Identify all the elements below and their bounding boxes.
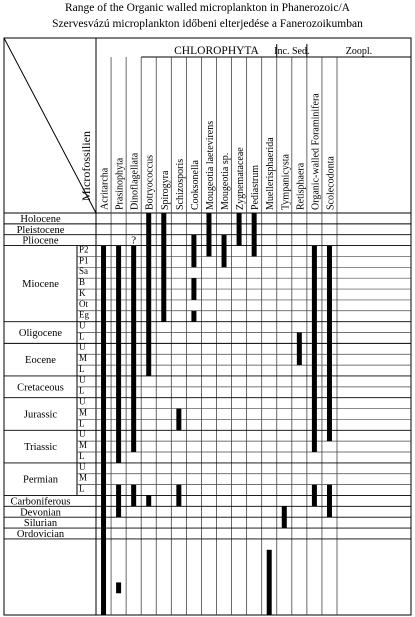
period-label: Triassic (24, 442, 57, 453)
range-bar (311, 245, 317, 453)
range-bar (221, 234, 227, 268)
range-bar (146, 495, 152, 507)
taxon-label: Muellerisphaerida (265, 137, 276, 210)
period-label: Jurassic (24, 410, 58, 421)
period-label: Miocene (22, 279, 59, 290)
subdivision-label: P2 (79, 244, 89, 254)
period-label: Holocene (20, 214, 61, 225)
subdivision-label: L (79, 418, 85, 428)
subdivision-label: L (79, 331, 85, 341)
subdivision-label: U (79, 342, 86, 352)
range-bar (176, 484, 182, 507)
subdivision-label: L (79, 364, 85, 374)
taxon-label: Zygnemataceae (235, 147, 246, 210)
taxon-label: Mougeotia laetevirens (205, 121, 216, 210)
period-label: Permian (23, 475, 59, 486)
range-bar (311, 484, 317, 507)
range-bar (281, 506, 287, 529)
taxon-label: Prasinophyta (115, 157, 126, 210)
period-label: Oligocene (19, 328, 62, 339)
range-bar (116, 484, 122, 518)
range-bar (191, 278, 197, 300)
taxon-label: Schizosporis (175, 159, 186, 210)
subdivision-label: K (79, 288, 86, 298)
taxon-label: Mougeotia sp. (220, 153, 231, 210)
period-label: Ordovician (17, 529, 65, 540)
range-bar (146, 213, 152, 376)
chart-title: Range of the Organic walled microplankto… (65, 2, 350, 14)
taxon-label: Organic-walled Foraminifera (310, 93, 321, 210)
period-label: Carboniferous (10, 496, 70, 507)
range-bar (116, 582, 122, 594)
period-label: Eocene (25, 355, 56, 366)
period-label: Pliocene (22, 236, 58, 247)
taxon-label: Botryococcus (145, 155, 156, 210)
taxon-label: Acritarcha (100, 167, 111, 210)
group-label: Inc. Sed. (274, 46, 309, 57)
subdivision-label: Eg (79, 310, 89, 320)
range-bar (101, 245, 107, 615)
range-bar (191, 310, 197, 322)
subdivision-label: U (79, 321, 86, 331)
taxon-label: Scolecodonta (325, 156, 336, 210)
subdivision-label: U (79, 429, 86, 439)
range-bar (161, 213, 167, 322)
subdivision-label: L (79, 483, 85, 493)
taxon-label: Retisphaera (295, 162, 306, 210)
taxon-label: Dinoflagellata (130, 152, 141, 210)
range-bar (191, 234, 197, 268)
subdivision-label: M (79, 353, 87, 363)
range-bar (251, 213, 257, 257)
subdivision-label: B (79, 277, 85, 287)
range-bar (116, 245, 122, 463)
period-label: Pleistocene (17, 225, 65, 236)
subdivision-label: P1 (79, 255, 89, 265)
subdivision-label: U (79, 397, 86, 407)
range-bar (131, 245, 137, 453)
subdivision-label: M (79, 407, 87, 417)
range-bar (296, 332, 302, 366)
subdivision-label: U (79, 462, 86, 472)
period-label: Devonian (20, 507, 62, 518)
range-bar (236, 213, 242, 246)
subdivision-label: Ot (79, 299, 88, 309)
table-frame (3, 37, 412, 616)
taxon-label: Spirogyra (160, 170, 171, 210)
subdivision-label: M (79, 440, 87, 450)
chart-subtitle: Szervesvázú microplankton időbeni elterj… (52, 18, 363, 30)
group-label: Zoopl. (346, 46, 372, 57)
range-bar (131, 484, 137, 507)
taxon-label: Tympanicysta (280, 153, 291, 210)
subdivision-label: L (79, 386, 85, 396)
subdivision-label: U (79, 375, 86, 385)
subdivision-label: Sa (79, 266, 88, 276)
uncertain-marker: ? (131, 235, 136, 247)
taxon-label: Cooksonella (190, 159, 201, 210)
range-bar (266, 549, 272, 615)
range-bar (176, 408, 182, 431)
corner-diagonal (3, 37, 97, 214)
period-label: Cretaceous (17, 382, 64, 393)
taxon-label: Pediastrum (250, 165, 261, 210)
period-label: Silurian (24, 518, 58, 529)
range-bar (206, 213, 212, 257)
subdivision-label: L (79, 451, 85, 461)
subdivision-label: M (79, 473, 87, 483)
group-label: CHLOROPHYTA (174, 45, 259, 57)
corner-label: Microfossilien (79, 131, 93, 201)
range-bar (326, 245, 332, 442)
range-bar (326, 484, 332, 518)
